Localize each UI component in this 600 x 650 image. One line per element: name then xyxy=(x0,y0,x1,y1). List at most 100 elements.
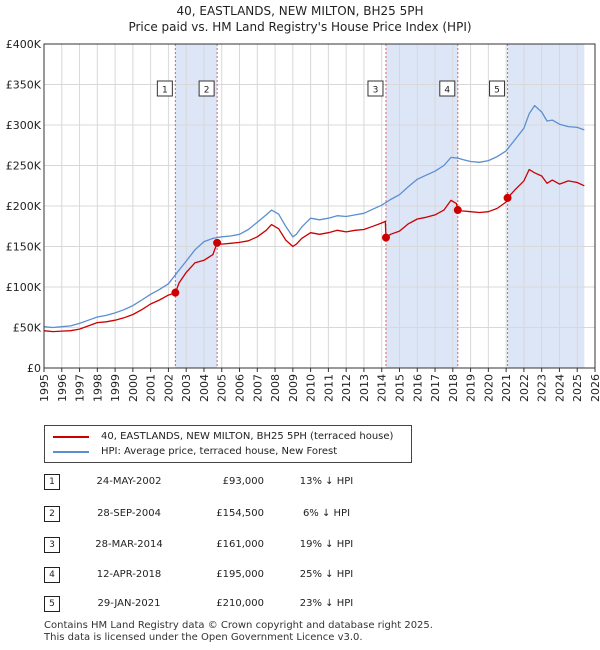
x-tick-label: 2001 xyxy=(145,374,158,402)
y-tick-label: £0 xyxy=(27,362,41,375)
legend-swatch-property xyxy=(53,436,89,438)
sale-point xyxy=(213,238,222,247)
legend-swatch-hpi xyxy=(53,451,89,453)
x-tick-label: 2023 xyxy=(536,374,549,402)
chart-title: 40, EASTLANDS, NEW MILTON, BH25 5PH Pric… xyxy=(0,3,600,35)
sale-label-number: 4 xyxy=(444,86,450,96)
chart-title-main: 40, EASTLANDS, NEW MILTON, BH25 5PH xyxy=(176,4,424,18)
property-price-line xyxy=(43,168,585,333)
sale-point xyxy=(381,233,390,242)
x-tick-label: 2021 xyxy=(500,374,513,402)
table-row: 1 24-MAY-2002 £93,000 13% ↓ HPI xyxy=(44,474,384,490)
sale-label-box xyxy=(439,80,456,97)
sale-price: £161,000 xyxy=(216,539,264,550)
sale-price: £93,000 xyxy=(222,476,264,487)
sale-number-badge: 2 xyxy=(44,506,60,522)
x-tick-label: 2006 xyxy=(234,374,247,402)
sale-label-number: 1 xyxy=(162,86,168,96)
legend-label-property: 40, EASTLANDS, NEW MILTON, BH25 5PH (ter… xyxy=(101,431,394,442)
x-tick-label: 2005 xyxy=(216,374,229,402)
footer-copyright: Contains HM Land Registry data © Crown c… xyxy=(44,620,433,631)
plot-border xyxy=(43,43,596,369)
x-tick-label: 2013 xyxy=(358,374,371,402)
hpi-line xyxy=(43,104,585,329)
sale-label-box xyxy=(367,80,384,97)
x-tick-label: 2010 xyxy=(305,374,318,402)
sale-number-badge: 3 xyxy=(44,537,60,553)
x-tick-label: 1997 xyxy=(74,374,87,402)
x-tick-label: 2002 xyxy=(162,374,175,402)
sale-label-box xyxy=(156,80,173,97)
sale-price: £154,500 xyxy=(216,508,264,519)
y-tick-label: £400K xyxy=(6,38,42,51)
sale-point xyxy=(503,193,512,202)
sale-price: £195,000 xyxy=(216,569,264,580)
x-tick-label: 2015 xyxy=(393,374,406,402)
table-row: 5 29-JAN-2021 £210,000 23% ↓ HPI xyxy=(44,596,384,612)
x-tick-label: 2012 xyxy=(340,374,353,402)
sale-point xyxy=(453,206,462,215)
sale-hpi-diff: 6% ↓ HPI xyxy=(302,508,351,519)
sale-hpi-diff: 13% ↓ HPI xyxy=(299,476,354,487)
y-tick-label: £300K xyxy=(6,119,42,132)
x-tick-label: 1995 xyxy=(38,374,51,402)
sale-label-number: 3 xyxy=(373,86,379,96)
x-tick-label: 2020 xyxy=(482,374,495,402)
sale-price: £210,000 xyxy=(216,598,264,609)
table-row: 4 12-APR-2018 £195,000 25% ↓ HPI xyxy=(44,567,384,583)
sale-date: 12-APR-2018 xyxy=(96,569,162,580)
sale-number-badge: 1 xyxy=(44,474,60,490)
x-tick-label: 2007 xyxy=(251,374,264,402)
sale-label-number: 5 xyxy=(494,86,500,96)
x-tick-label: 1998 xyxy=(91,374,104,402)
sale-hpi-diff: 25% ↓ HPI xyxy=(299,569,354,580)
x-tick-label: 1999 xyxy=(109,374,122,402)
y-tick-label: £50K xyxy=(13,322,42,335)
axis-layer: £0 £50K £100K £150K £200K £250K £300K £350K £400… xyxy=(6,38,600,402)
sale-date: 24-MAY-2002 xyxy=(96,476,162,487)
x-tick-label: 2019 xyxy=(465,374,478,402)
x-tick-label: 2009 xyxy=(287,374,300,402)
x-tick-label: 2017 xyxy=(429,374,442,402)
sale-number-badge: 4 xyxy=(44,567,60,583)
x-tick-label: 2018 xyxy=(447,374,460,402)
sale-date: 28-MAR-2014 xyxy=(95,539,163,550)
x-tick-label: 2026 xyxy=(589,374,600,402)
vline-layer xyxy=(174,44,509,368)
x-tick-label: 2024 xyxy=(553,374,566,402)
marker-layer: 1 2 3 4 5 xyxy=(156,80,512,297)
price-chart: 1 2 3 4 5 £0 £50K £100K £150K £200K £250K £300K £35… xyxy=(6,38,600,402)
x-tick-label: 2022 xyxy=(518,374,531,402)
y-tick-label: £150K xyxy=(6,241,42,254)
sale-hpi-diff: 19% ↓ HPI xyxy=(299,539,354,550)
y-tick-label: £200K xyxy=(6,200,42,213)
sale-date: 29-JAN-2021 xyxy=(97,598,161,609)
sale-label-box xyxy=(198,80,215,97)
sale-label-box xyxy=(489,80,506,97)
x-tick-label: 2011 xyxy=(322,374,335,402)
sale-date: 28-SEP-2004 xyxy=(97,508,161,519)
legend: 40, EASTLANDS, NEW MILTON, BH25 5PH (ter… xyxy=(44,425,412,463)
y-tick-label: £250K xyxy=(6,160,42,173)
x-tick-label: 2004 xyxy=(198,374,211,402)
x-tick-label: 2016 xyxy=(411,374,424,402)
sale-label-number: 2 xyxy=(204,86,210,96)
y-tick-label: £350K xyxy=(6,79,42,92)
table-row: 2 28-SEP-2004 £154,500 6% ↓ HPI xyxy=(44,506,384,522)
chart-subtitle: Price paid vs. HM Land Registry's House … xyxy=(128,20,472,34)
x-tick-label: 2000 xyxy=(127,374,140,402)
x-tick-label: 2025 xyxy=(571,374,584,402)
footer: Contains HM Land Registry data © Crown c… xyxy=(44,620,433,644)
x-tick-label: 2003 xyxy=(180,374,193,402)
sale-hpi-diff: 23% ↓ HPI xyxy=(299,598,354,609)
y-tick-label: £100K xyxy=(6,281,42,294)
table-row: 3 28-MAR-2014 £161,000 19% ↓ HPI xyxy=(44,537,384,553)
legend-label-hpi: HPI: Average price, terraced house, New … xyxy=(101,446,338,457)
footer-licence: This data is licensed under the Open Gov… xyxy=(44,632,363,643)
x-tick-label: 1996 xyxy=(56,374,69,402)
x-tick-label: 2008 xyxy=(269,374,282,402)
sale-number-badge: 5 xyxy=(44,596,60,612)
sale-point xyxy=(171,288,180,297)
series-layer xyxy=(43,104,585,333)
x-tick-label: 2014 xyxy=(376,374,389,402)
